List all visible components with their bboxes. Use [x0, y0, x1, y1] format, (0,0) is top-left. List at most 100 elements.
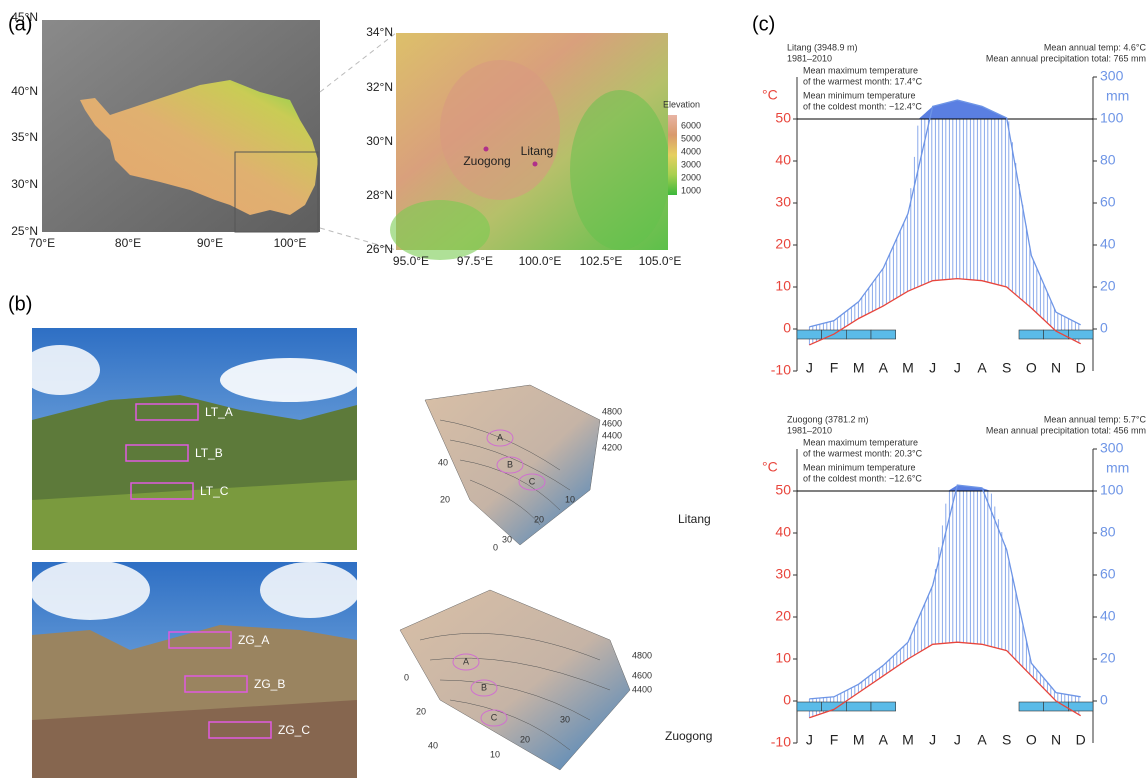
frost-bar: [796, 701, 822, 712]
axis-label: 0: [493, 542, 498, 552]
axis-label: 0: [404, 672, 409, 682]
panel-label: (a): [8, 13, 32, 35]
map-lat-label: 35°N: [11, 130, 38, 144]
y-tick-label: 0: [783, 692, 791, 708]
map-lat-label: 26°N: [366, 242, 393, 256]
x-tick-label: J: [806, 732, 813, 748]
frost-bar: [1018, 701, 1044, 712]
contours: [419, 633, 611, 751]
chart-stat: Mean annual precipitation total: 765 mm: [986, 53, 1146, 63]
x-tick-label: M: [902, 360, 914, 376]
y2-tick-label: 40: [1100, 236, 1116, 252]
x-tick-label: N: [1051, 732, 1061, 748]
axis-label: 40: [438, 457, 448, 467]
y-tick-label: 10: [775, 278, 791, 294]
map-lon-label: 80°E: [115, 236, 141, 250]
y-tick-label: 40: [775, 152, 791, 168]
axis-label: 20: [440, 494, 450, 504]
panel-a: [42, 20, 677, 260]
plot-box: [125, 444, 189, 462]
frost-bar: [796, 329, 822, 340]
y2-tick-label: 20: [1100, 650, 1116, 666]
site-label: Litang: [521, 144, 554, 158]
y-tick-label: 30: [775, 194, 791, 210]
cloud: [20, 345, 100, 395]
inset-line: [319, 32, 397, 93]
y-tick-label: 20: [775, 608, 791, 624]
x-tick-label: D: [1076, 732, 1086, 748]
x-tick-label: A: [879, 360, 889, 376]
temperature-line: [809, 277, 1081, 346]
plot-label: B: [507, 459, 513, 469]
x-tick-label: D: [1076, 360, 1086, 376]
axis-label: 10: [490, 749, 500, 759]
chart-stat: Mean annual temp: 5.7°C: [1044, 414, 1147, 424]
frost-bar: [1018, 329, 1044, 340]
plot-outline: [470, 679, 498, 697]
panel-label: (b): [8, 293, 32, 315]
map-lon-label: 105.0°E: [639, 254, 682, 268]
map-lon-label: 95.0°E: [393, 254, 429, 268]
x-tick-label: F: [830, 360, 839, 376]
legend-label: 3000: [681, 159, 701, 169]
x-tick-label: J: [806, 360, 813, 376]
y2-tick-label: 0: [1100, 320, 1108, 336]
relief: [570, 90, 670, 250]
axis-label: 20: [520, 734, 530, 744]
inset-box: [234, 151, 319, 233]
y2-tick-label: 300: [1100, 68, 1124, 84]
plot-label: A: [497, 432, 503, 442]
axis-label: 30: [560, 714, 570, 724]
map-lat-label: 32°N: [366, 80, 393, 94]
shrubs: [32, 700, 357, 778]
plot-label: A: [463, 656, 469, 666]
legend-label: 4000: [681, 146, 701, 156]
axis-unit: mm: [1106, 88, 1129, 104]
relief: [440, 60, 560, 200]
frost-bar: [1068, 701, 1094, 712]
x-tick-label: F: [830, 732, 839, 748]
map-lat-label: 40°N: [11, 84, 38, 98]
site-label: Zuogong: [463, 154, 510, 168]
plot-outline: [518, 473, 546, 491]
plot-label: LT_B: [195, 446, 223, 460]
site-dot: [532, 161, 538, 167]
x-tick-label: M: [902, 732, 914, 748]
surface: [399, 589, 631, 771]
y-tick-label: -10: [771, 362, 791, 378]
chart-note: of the warmest month: 17.4°C: [803, 76, 923, 86]
plot-label: LT_C: [200, 484, 229, 498]
temperature-line: [809, 641, 1082, 719]
frost-bar: [846, 701, 872, 712]
x-tick-label: O: [1026, 360, 1037, 376]
plot-label: C: [529, 476, 536, 486]
legend-label: 6000: [681, 120, 701, 130]
chart-title: Zuogong (3781.2 m): [787, 414, 869, 424]
plot-label: B: [481, 682, 487, 692]
plot-outline: [486, 429, 514, 447]
relief: [390, 200, 490, 260]
frost-bar: [870, 701, 896, 712]
map-lat-label: 30°N: [11, 177, 38, 191]
map-lon-label: 70°E: [29, 236, 55, 250]
legend-label: 2000: [681, 172, 701, 182]
colorbar: [668, 115, 677, 195]
axis-label: 4600: [602, 418, 622, 428]
legend-label: 5000: [681, 133, 701, 143]
chart-note: Mean maximum temperature: [803, 437, 918, 447]
chart-note: Mean maximum temperature: [803, 65, 918, 75]
axis-label: 4400: [632, 684, 652, 694]
map-lon-label: 97.5°E: [457, 254, 493, 268]
x-tick-label: S: [1002, 360, 1011, 376]
axis-label: 4800: [602, 406, 622, 416]
x-tick-label: M: [853, 732, 865, 748]
cloud: [260, 562, 360, 618]
x-tick-label: S: [1002, 732, 1011, 748]
x-tick-label: A: [977, 732, 987, 748]
map-lat-label: 25°N: [11, 224, 38, 238]
y2-tick-label: 40: [1100, 608, 1116, 624]
y-tick-label: 0: [783, 320, 791, 336]
map-lon-label: 100.0°E: [519, 254, 562, 268]
plot-box: [130, 482, 194, 500]
plot-label: LT_A: [205, 405, 233, 419]
